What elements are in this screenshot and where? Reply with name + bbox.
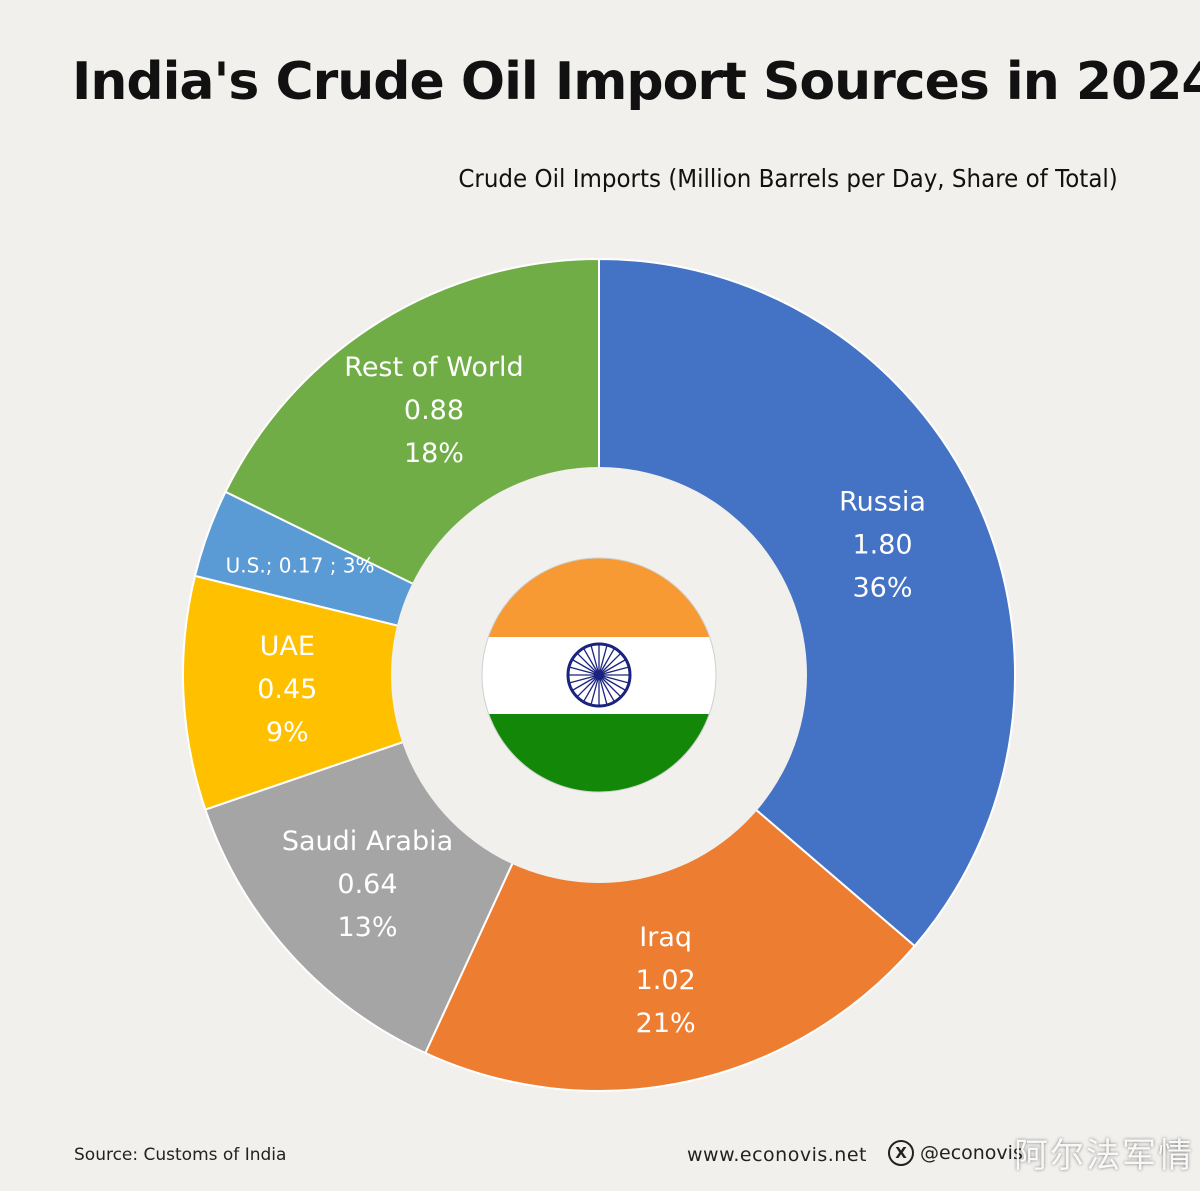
slice-share-iraq: 21% [636,1008,696,1039]
slice-name-russia: Russia [839,487,926,518]
slice-iraq [423,673,917,1092]
slice-share-uae: 9% [266,717,309,748]
india-flag-icon [481,557,717,793]
slice-value-iraq: 1.02 [636,965,696,996]
donut-slices [182,257,1016,1092]
social-handle[interactable]: X @econovis [888,1140,1023,1166]
x-logo-icon: X [888,1140,914,1166]
slice-name-uae: UAE [260,631,315,662]
chart-title: India's Crude Oil Import Sources in 2024 [72,52,1200,112]
slice-uae [182,574,603,811]
slice-label-u-s: U.S.; 0.17 ; 3% [226,553,375,577]
slice-russia [598,257,1016,948]
website-link[interactable]: www.econovis.net [687,1144,867,1166]
source-note: Source: Customs of India [74,1145,287,1165]
social-handle-text: @econovis [920,1142,1023,1164]
slice-share-russia: 36% [852,573,912,604]
slice-share-rest-of-world: 18% [404,438,464,469]
slice-value-russia: 1.80 [852,530,912,561]
slice-value-uae: 0.45 [257,674,317,705]
slice-name-iraq: Iraq [639,922,692,953]
slice-labels: Russia 1.80 36% Iraq 1.02 21% Saudi Arabia 0.64… [226,352,926,1039]
slice-share-saudi-arabia: 13% [337,912,397,943]
chart-subtitle: Crude Oil Imports (Million Barrels per D… [458,164,1118,193]
slice-name-saudi-arabia: Saudi Arabia [282,826,453,857]
slice-name-rest-of-world: Rest of World [344,352,523,383]
slice-value-rest-of-world: 0.88 [404,395,464,426]
watermark: 阿尔法军情 [1014,1136,1194,1176]
ashoka-chakra-icon [566,642,632,708]
slice-value-saudi-arabia: 0.64 [337,869,397,900]
